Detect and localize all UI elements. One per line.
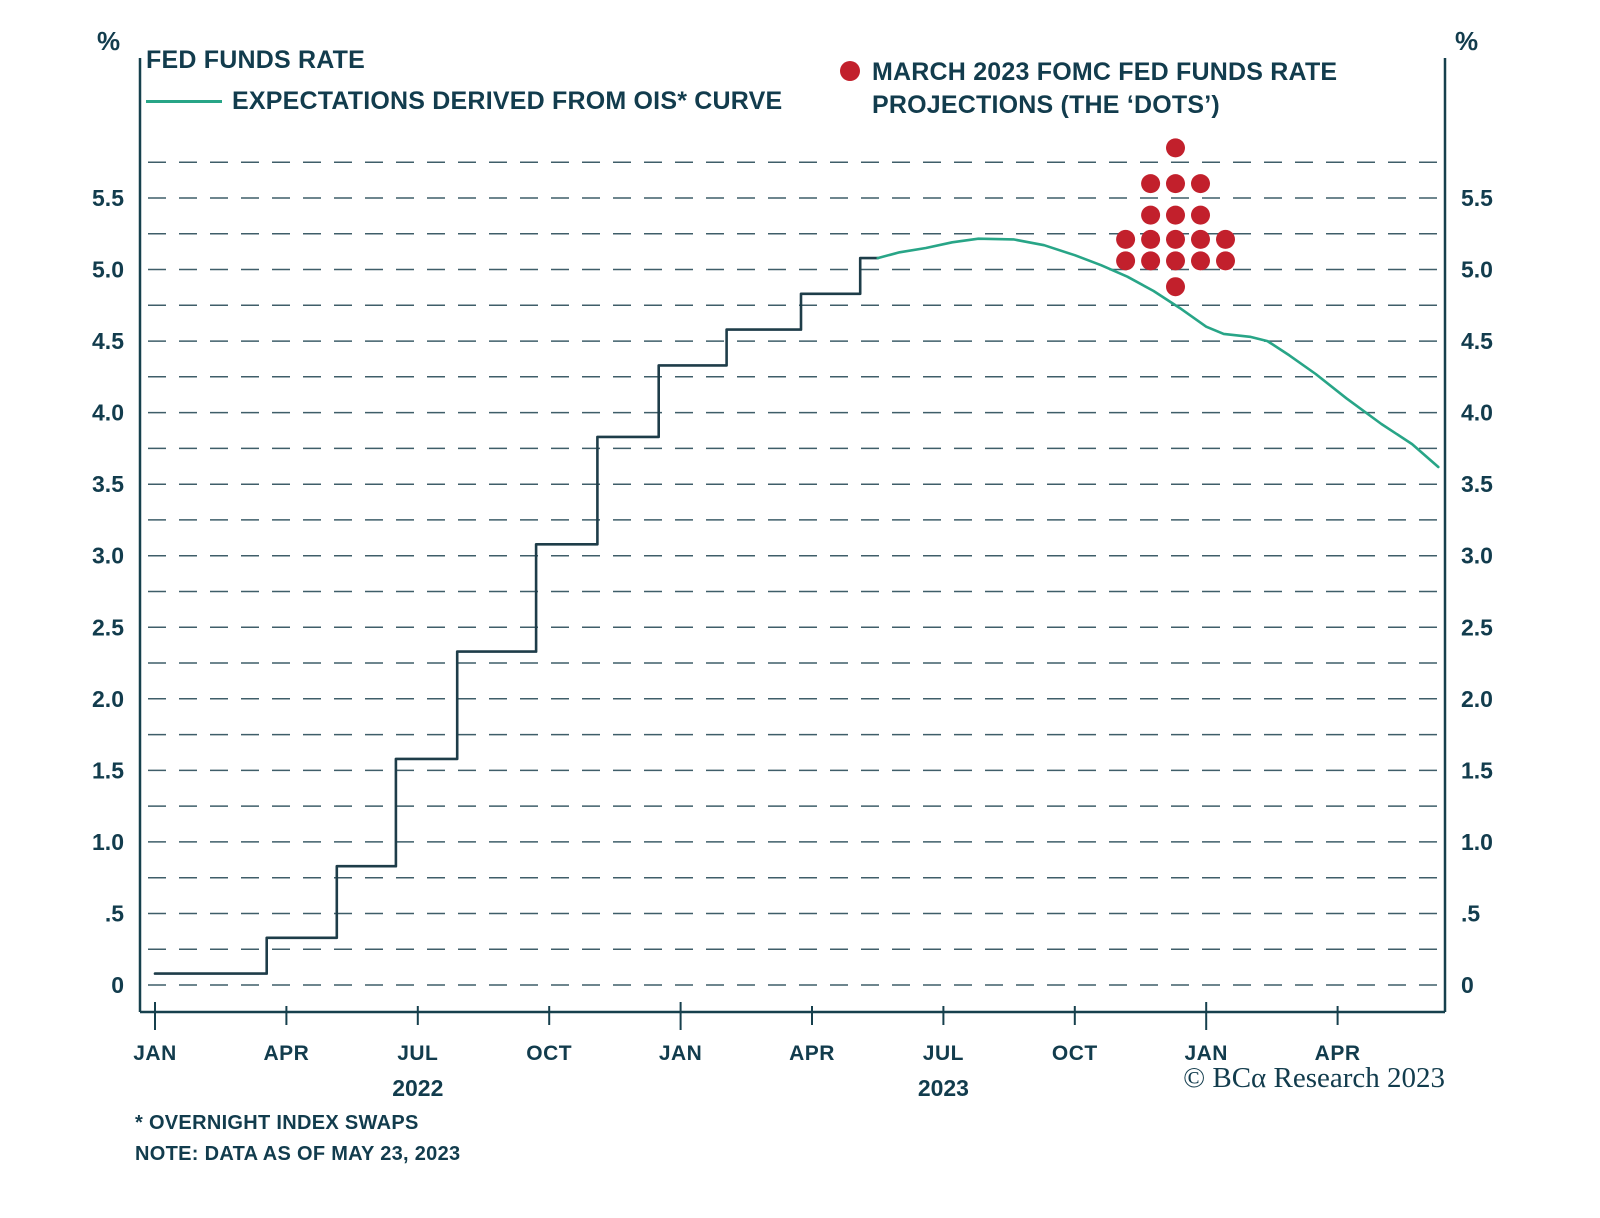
svg-text:0: 0 xyxy=(1461,972,1474,998)
svg-text:JAN: JAN xyxy=(1184,1042,1228,1065)
svg-text:2022: 2022 xyxy=(392,1075,443,1101)
legend-label-fomc-dots: MARCH 2023 FOMC FED FUNDS RATE PROJECTIO… xyxy=(872,56,1337,121)
svg-text:4.5: 4.5 xyxy=(92,328,124,354)
svg-text:2.0: 2.0 xyxy=(92,686,124,712)
svg-text:4.0: 4.0 xyxy=(1461,400,1493,426)
svg-text:.5: .5 xyxy=(1461,900,1480,926)
svg-text:JAN: JAN xyxy=(659,1042,703,1065)
svg-text:JAN: JAN xyxy=(133,1042,177,1065)
svg-text:1.0: 1.0 xyxy=(1461,829,1493,855)
svg-text:OCT: OCT xyxy=(1052,1042,1098,1065)
svg-text:3.0: 3.0 xyxy=(92,543,124,569)
svg-text:1.5: 1.5 xyxy=(1461,757,1493,783)
svg-text:JUL: JUL xyxy=(923,1042,964,1065)
svg-text:0: 0 xyxy=(111,972,124,998)
footnote-data-as-of: NOTE: DATA AS OF MAY 23, 2023 xyxy=(135,1143,461,1165)
copyright-bca-research: © BCα Research 2023 xyxy=(1183,1062,1445,1094)
svg-text:.5: .5 xyxy=(105,900,124,926)
svg-text:5.0: 5.0 xyxy=(92,257,124,283)
svg-text:APR: APR xyxy=(263,1042,309,1065)
svg-text:2023: 2023 xyxy=(918,1075,969,1101)
svg-text:4.0: 4.0 xyxy=(92,400,124,426)
y-axis-unit-left: % xyxy=(97,26,121,56)
legend-row-ois-expectations: EXPECTATIONS DERIVED FROM OIS* CURVE xyxy=(146,87,782,116)
svg-text:JUL: JUL xyxy=(397,1042,438,1065)
legend-label-ois-expectations: EXPECTATIONS DERIVED FROM OIS* CURVE xyxy=(232,87,783,115)
svg-text:3.5: 3.5 xyxy=(1461,471,1493,497)
legend-fomc-dots: MARCH 2023 FOMC FED FUNDS RATE PROJECTIO… xyxy=(840,56,1337,121)
svg-text:APR: APR xyxy=(1315,1042,1361,1065)
footnote-ois: * OVERNIGHT INDEX SWAPS xyxy=(135,1112,419,1134)
y-axis-unit-right: % xyxy=(1455,26,1479,56)
svg-text:OCT: OCT xyxy=(526,1042,572,1065)
svg-text:5.5: 5.5 xyxy=(1461,185,1493,211)
ois-line-swatch-icon xyxy=(146,100,222,103)
footnotes: * OVERNIGHT INDEX SWAPS NOTE: DATA AS OF… xyxy=(135,1108,460,1170)
svg-text:APR: APR xyxy=(789,1042,835,1065)
red-dot-swatch-icon xyxy=(840,61,860,81)
legend-title-fed-funds-rate: FED FUNDS RATE xyxy=(146,46,365,74)
svg-text:2.0: 2.0 xyxy=(1461,686,1493,712)
svg-text:1.5: 1.5 xyxy=(92,757,124,783)
svg-text:3.5: 3.5 xyxy=(92,471,124,497)
svg-text:5.0: 5.0 xyxy=(1461,257,1493,283)
svg-text:4.5: 4.5 xyxy=(1461,328,1493,354)
svg-text:2.5: 2.5 xyxy=(92,614,124,640)
svg-text:3.0: 3.0 xyxy=(1461,543,1493,569)
legend-fed-funds: FED FUNDS RATE EXPECTATIONS DERIVED FROM… xyxy=(146,46,782,116)
legend-label-fomc-dots-line1: MARCH 2023 FOMC FED FUNDS RATE xyxy=(872,58,1338,86)
svg-text:2.5: 2.5 xyxy=(1461,614,1493,640)
svg-text:1.0: 1.0 xyxy=(92,829,124,855)
svg-text:5.5: 5.5 xyxy=(92,185,124,211)
legend-label-fomc-dots-line2: PROJECTIONS (THE ‘DOTS’) xyxy=(872,90,1220,119)
